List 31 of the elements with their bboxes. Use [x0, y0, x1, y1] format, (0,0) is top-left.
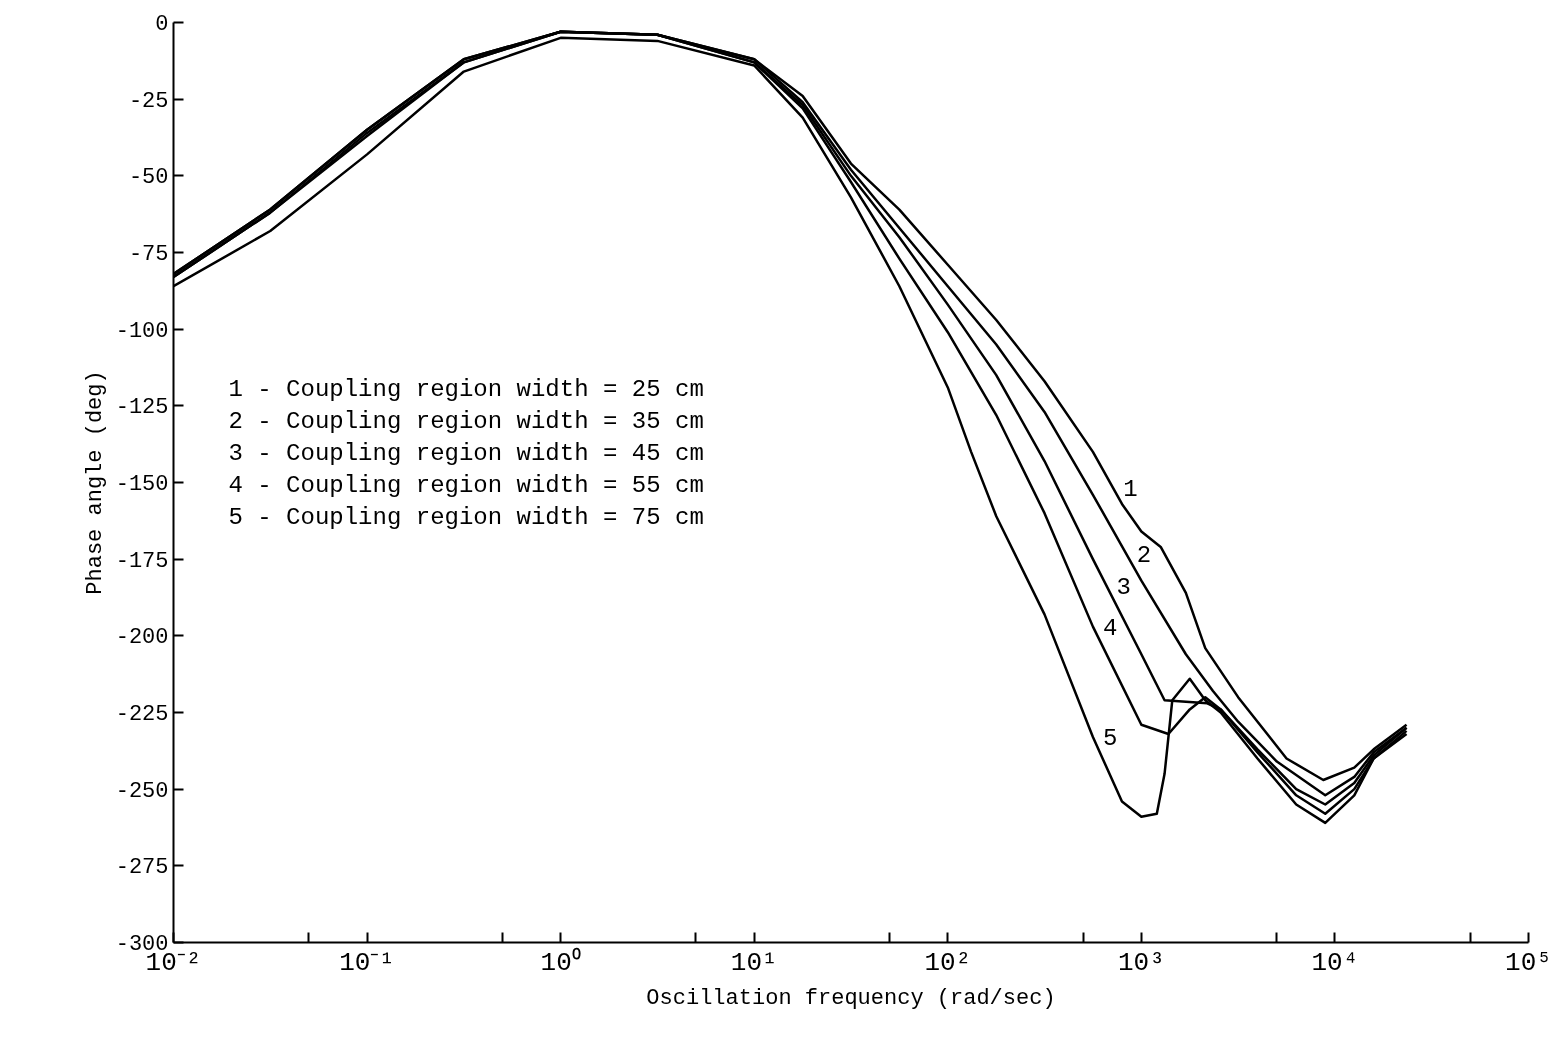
y-tick-label: -250: [115, 778, 169, 804]
annotation: 2 - Coupling region width = 35 cm: [228, 408, 704, 435]
x-tick-label: 10⁰: [540, 946, 581, 978]
y-tick-label: -200: [115, 625, 169, 651]
x-tick-label: 10²: [924, 947, 972, 978]
series-label: 2: [1136, 542, 1152, 570]
annotation: 4 - Coupling region width = 55 cm: [228, 472, 704, 499]
y-axis-title: Phase angle (deg): [82, 370, 108, 595]
y-tick-label: -275: [115, 855, 169, 881]
x-tick-label: 10⁴: [1311, 947, 1359, 978]
y-tick-label: -50: [128, 165, 169, 191]
annotation: 3 - Coupling region width = 45 cm: [228, 440, 704, 467]
annotation: 1 - Coupling region width = 25 cm: [228, 376, 704, 403]
x-tick-label: 10⁵: [1505, 947, 1552, 978]
y-tick-label: -175: [115, 548, 169, 574]
y-tick-label: -75: [128, 242, 169, 267]
x-axis-title: Oscillation frequency (rad/sec): [646, 985, 1056, 1011]
y-tick-label: -150: [115, 472, 169, 497]
annotation: 5 - Coupling region width = 75 cm: [228, 504, 704, 531]
y-tick-label: -25: [128, 88, 169, 114]
x-tick-label: 10³: [1117, 947, 1165, 978]
series-label: 3: [1116, 573, 1131, 601]
y-tick-label: 0: [155, 12, 169, 37]
y-tick-label: -225: [115, 702, 169, 727]
series-label: 4: [1102, 614, 1118, 642]
series-label: 5: [1102, 725, 1118, 753]
y-tick-label: -100: [115, 318, 169, 344]
series-label: 1: [1123, 475, 1138, 503]
x-tick-label: 10¹: [730, 947, 778, 978]
y-tick-label: -125: [115, 395, 169, 421]
x-tick-label: 10⁻¹: [339, 947, 395, 978]
